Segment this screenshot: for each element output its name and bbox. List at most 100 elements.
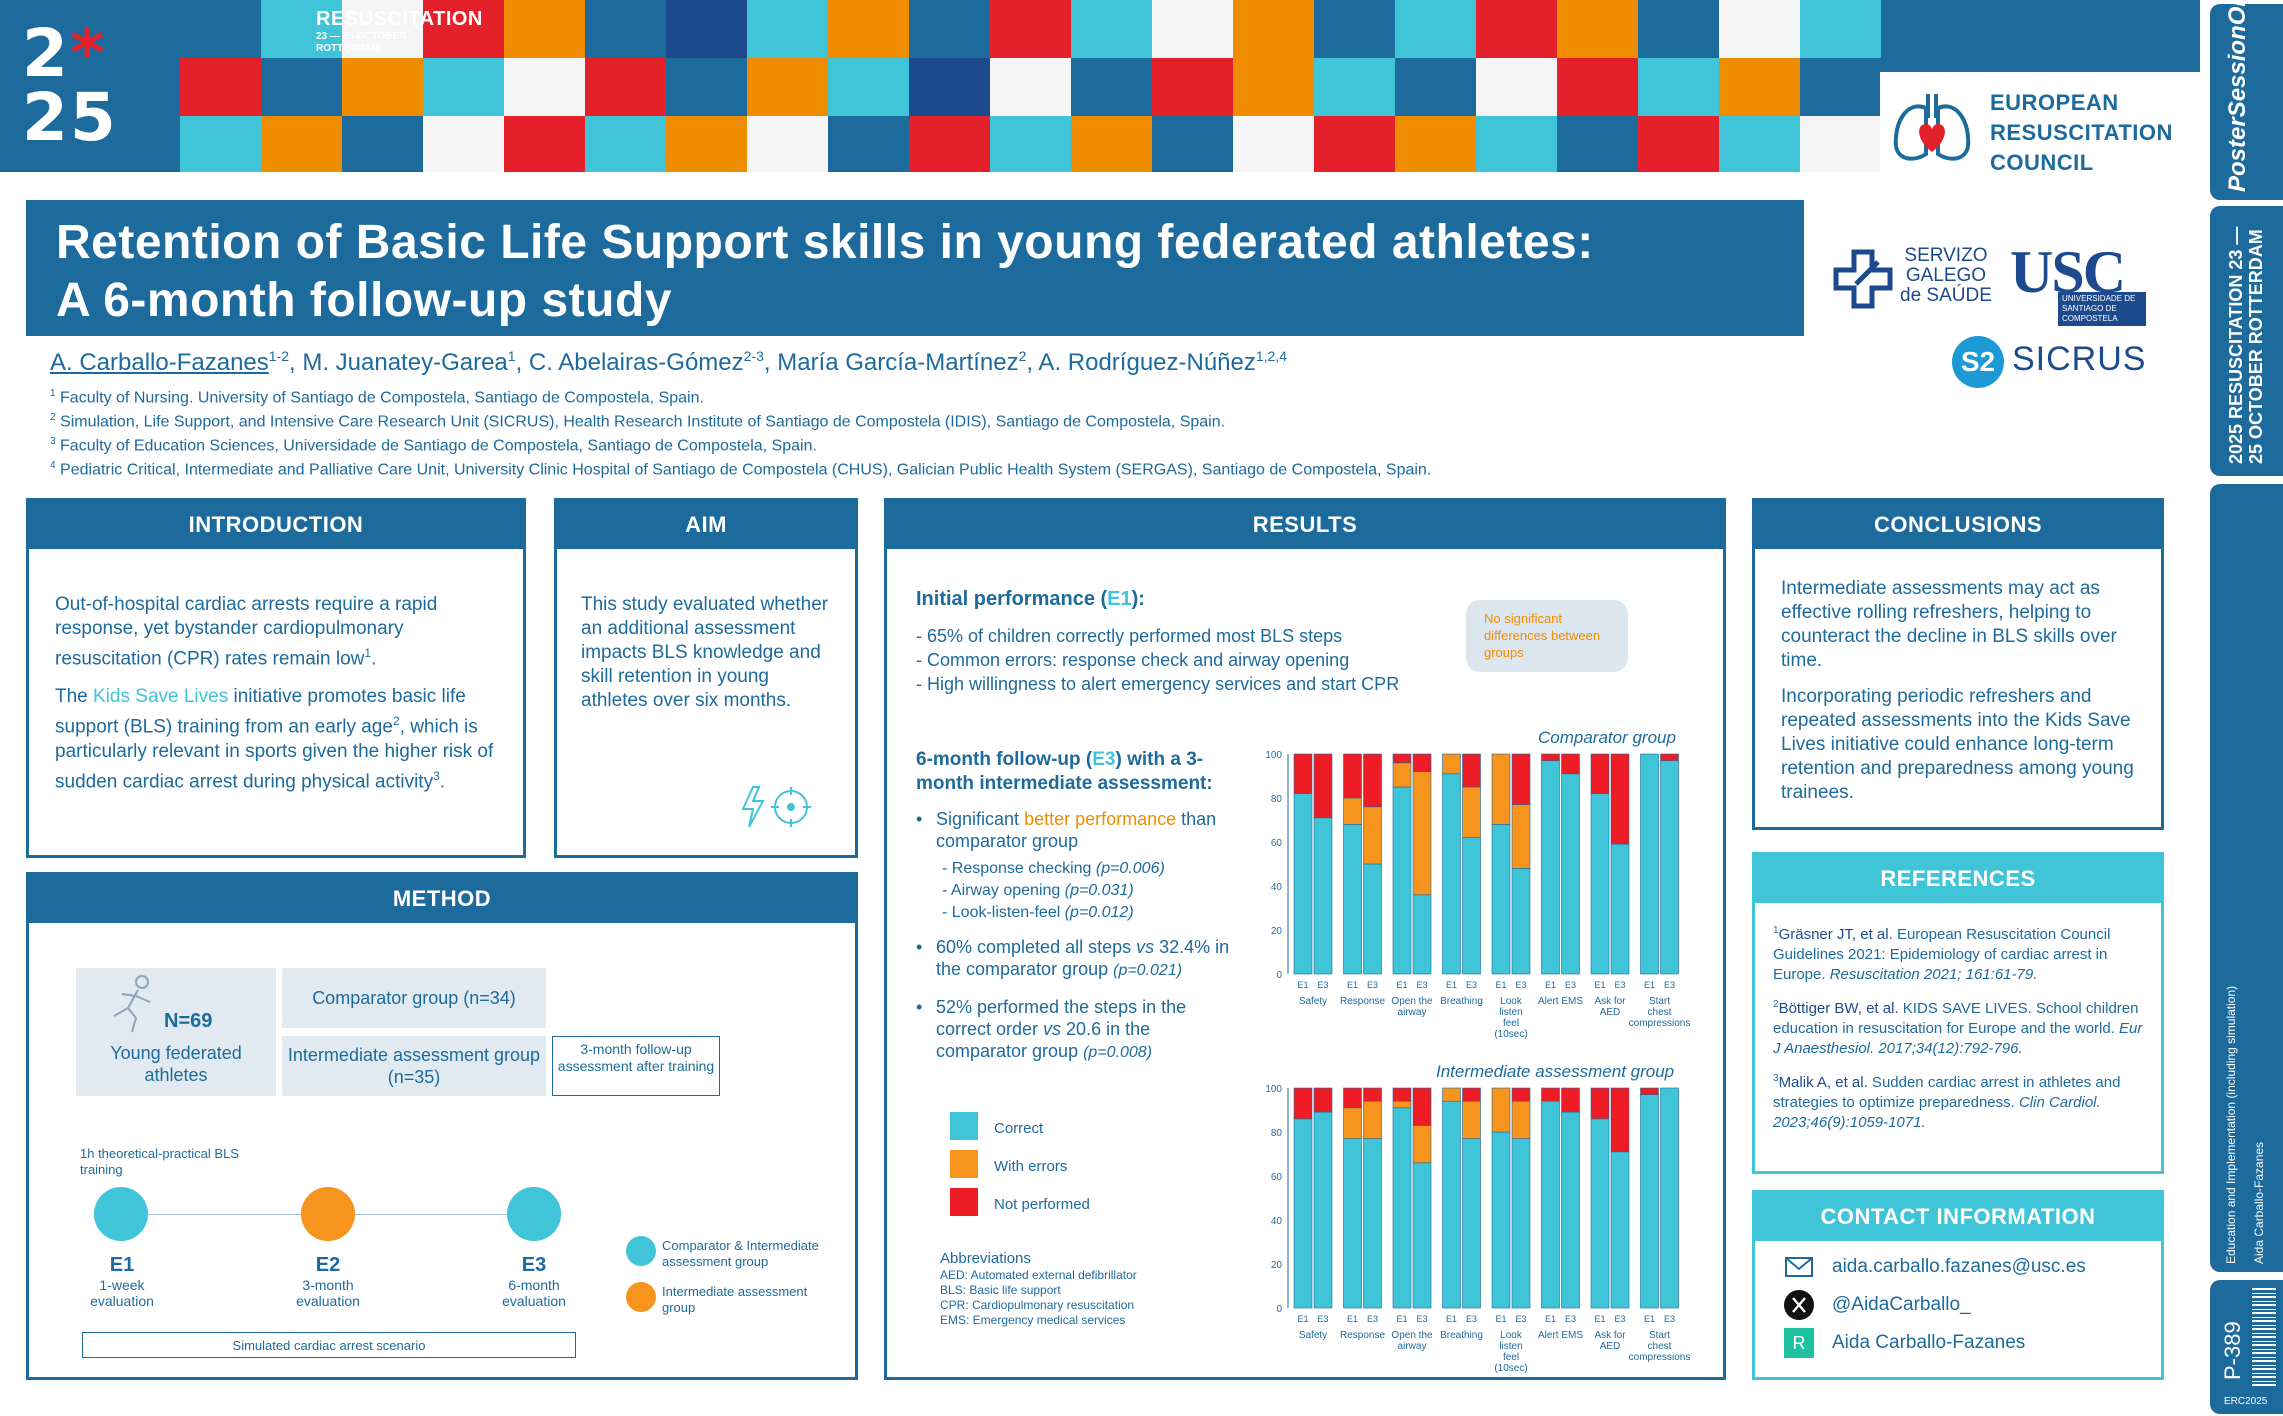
banner-tile xyxy=(747,58,828,116)
bar-segment xyxy=(1590,1087,1610,1120)
category-label: listen xyxy=(1499,1007,1522,1018)
bar-label: E1 xyxy=(1396,980,1407,990)
banner-tile xyxy=(990,0,1071,58)
method-panel: METHOD xyxy=(26,872,858,1380)
bar-segment xyxy=(1343,1107,1362,1139)
bar-segment xyxy=(1590,753,1610,794)
bar-segment xyxy=(1491,1087,1511,1133)
category-label: (10sec) xyxy=(1494,1363,1527,1374)
banner-tile xyxy=(1638,0,1719,58)
banner-tile xyxy=(666,58,747,116)
bar-segment xyxy=(1610,1087,1630,1153)
banner-tile xyxy=(1314,58,1395,116)
bar-segment xyxy=(1660,1087,1679,1309)
bar-label: E1 xyxy=(1347,980,1358,990)
category-label: listen xyxy=(1499,1341,1522,1352)
banner-tile xyxy=(747,116,828,172)
bar-label: E3 xyxy=(1416,980,1427,990)
conclusions-text: Intermediate assessments may act as effe… xyxy=(1781,578,2134,803)
initial-findings: - 65% of children correctly performed mo… xyxy=(916,626,1400,694)
contact-twitter[interactable]: @AidaCarballo_ xyxy=(1832,1294,1971,1315)
banner-tile xyxy=(1557,58,1638,116)
bar-segment xyxy=(1640,753,1659,975)
contact-heading: CONTACT INFORMATION xyxy=(1755,1193,2161,1241)
bar-segment xyxy=(1610,1151,1630,1309)
bar-label: E1 xyxy=(1594,1314,1605,1324)
category-label: Ask for xyxy=(1594,996,1626,1007)
bar-segment xyxy=(1561,1087,1580,1113)
contact-researchgate[interactable]: Aida Carballo-Fazanes xyxy=(1832,1332,2026,1353)
y-tick-label: 80 xyxy=(1271,794,1283,805)
followup-findings: • Significant better performance than com… xyxy=(916,808,1246,1064)
bar-segment xyxy=(1541,753,1560,761)
usc-subtitle: UNIVERSIDADE DE SANTIAGO DE COMPOSTELA xyxy=(2058,292,2146,326)
banner-tile xyxy=(1233,0,1314,58)
category-label: Open the xyxy=(1391,996,1433,1007)
category-label: feel xyxy=(1503,1352,1519,1363)
bar-label: E1 xyxy=(1545,980,1556,990)
banner-tile xyxy=(1476,116,1557,172)
y-tick-label: 100 xyxy=(1265,750,1282,761)
bar-segment xyxy=(1590,1118,1610,1309)
category-label: Look xyxy=(1500,996,1523,1007)
category-label: (10sec) xyxy=(1494,1029,1527,1040)
bar-label: E1 xyxy=(1594,980,1605,990)
y-tick-label: 80 xyxy=(1271,1128,1283,1139)
bar-segment xyxy=(1511,1100,1531,1139)
category-label: chest xyxy=(1648,1341,1672,1352)
bar-segment xyxy=(1412,753,1432,772)
banner-tile xyxy=(909,116,990,172)
intermediate-group-box: Intermediate assessment group (n=35) xyxy=(282,1036,546,1096)
banner-tile xyxy=(1557,116,1638,172)
comparator-group-box: Comparator group (n=34) xyxy=(282,968,546,1028)
category-label: chest xyxy=(1648,1007,1672,1018)
bar-label: E3 xyxy=(1664,1314,1675,1324)
bar-segment xyxy=(1392,762,1412,788)
bar-segment xyxy=(1462,1087,1481,1102)
category-label: compressions xyxy=(1629,1018,1691,1029)
legend-correct-swatch xyxy=(950,1112,978,1140)
bar-segment xyxy=(1343,1087,1362,1109)
e3-marker xyxy=(507,1187,561,1241)
bar-segment xyxy=(1442,1100,1461,1309)
bar-segment xyxy=(1561,1111,1580,1309)
bar-segment xyxy=(1561,773,1580,975)
banner-tile xyxy=(504,0,585,58)
banner-tile xyxy=(1152,58,1233,116)
results-heading: RESULTS xyxy=(887,501,1723,549)
banner-tile xyxy=(585,58,666,116)
banner-tile xyxy=(261,116,342,172)
conference-name: RESUSCITATION 23 — 25 OCTOBER ROTTERDAM xyxy=(316,8,483,54)
references-heading: REFERENCES xyxy=(1755,855,2161,903)
chart-1-title: Comparator group xyxy=(1538,728,1676,747)
bar-label: E1 xyxy=(1446,1314,1457,1324)
banner-tile xyxy=(261,58,342,116)
banner-tile xyxy=(1638,116,1719,172)
bar-segment xyxy=(1392,1107,1412,1309)
legend-errors-swatch xyxy=(950,1150,978,1178)
bar-segment xyxy=(1561,753,1580,775)
bar-segment xyxy=(1293,753,1313,794)
bar-label: E1 xyxy=(1396,1314,1407,1324)
references-list: 1Gräsner JT, et al. European Resuscitati… xyxy=(1773,921,2143,1133)
reference-3: 3Malik A, et al. Sudden cardiac arrest i… xyxy=(1773,1073,2121,1131)
bar-segment xyxy=(1363,863,1382,975)
poster-session-tab: PosterSessionOnline xyxy=(2210,0,2283,200)
poster-title: Retention of Basic Life Support skills i… xyxy=(26,200,1804,336)
y-tick-label: 20 xyxy=(1271,1260,1283,1271)
bar-segment xyxy=(1462,837,1481,975)
contact-email[interactable]: aida.carballo.fazanes@usc.es xyxy=(1832,1256,2086,1277)
y-tick-label: 40 xyxy=(1271,1216,1283,1227)
bar-segment xyxy=(1313,1087,1333,1113)
bar-segment xyxy=(1462,1100,1481,1139)
affiliation-1: 1 Faculty of Nursing. University of Sant… xyxy=(50,388,704,407)
topic-tab: Education and Implementation (including … xyxy=(2210,484,2283,1272)
banner-tile xyxy=(1233,116,1314,172)
bar-segment xyxy=(1313,753,1333,819)
bar-label: E3 xyxy=(1466,1314,1477,1324)
introduction-panel: INTRODUCTION Out-of-hospital cardiac arr… xyxy=(26,498,526,858)
abbreviations-title: Abbreviations xyxy=(940,1250,1031,1267)
bar-label: E1 xyxy=(1495,980,1506,990)
bar-segment xyxy=(1491,753,1511,825)
bar-label: E1 xyxy=(1495,1314,1506,1324)
